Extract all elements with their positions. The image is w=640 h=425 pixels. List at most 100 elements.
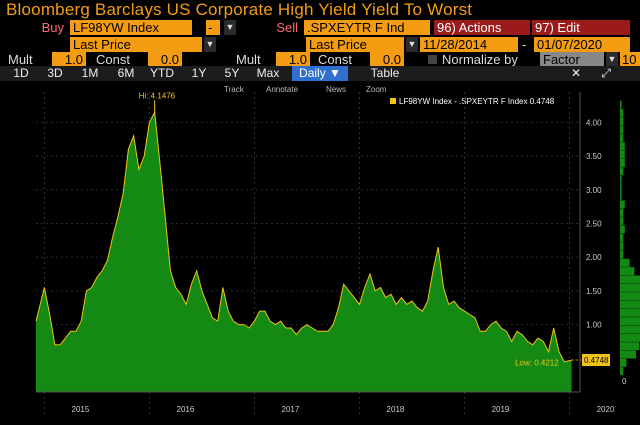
normalize-label: Normalize by: [442, 52, 518, 67]
hist-bar: [620, 233, 624, 242]
hist-bar: [620, 225, 625, 234]
tab-daily[interactable]: Daily ▼: [292, 66, 348, 81]
const2-label: Const: [318, 52, 352, 67]
tab-1y[interactable]: 1Y: [191, 66, 207, 80]
expand-icon[interactable]: ⤢: [601, 66, 611, 80]
edit-button[interactable]: 97) Edit: [532, 20, 630, 35]
x-tick-label: 2015: [72, 405, 90, 414]
hist-zero-label: 0: [622, 377, 627, 386]
tab-1d[interactable]: 1D: [13, 66, 29, 80]
const-field[interactable]: 0.0: [148, 52, 182, 67]
tab-3d[interactable]: 3D: [47, 66, 63, 80]
tab-6m[interactable]: 6M: [117, 66, 135, 80]
y-tick-label: 1.50: [586, 287, 602, 296]
hist-bar: [620, 117, 624, 126]
x-tick-label: 2019: [492, 405, 510, 414]
zoom-tool[interactable]: Zoom: [366, 85, 387, 94]
hi-annotation: Hi: 4.1476: [139, 91, 176, 100]
x-tick-label: 2016: [177, 405, 195, 414]
x-tick-label: 2018: [387, 405, 405, 414]
hist-bar: [620, 108, 624, 117]
buy-ticker-field[interactable]: LF98YW Index: [70, 20, 192, 35]
mult2-field[interactable]: 1.0: [276, 52, 310, 67]
const-label: Const: [96, 52, 130, 67]
y-tick-label: 4.00: [586, 118, 602, 127]
y-tick-label: 1.00: [586, 321, 602, 330]
right-price-field[interactable]: Last Price: [306, 37, 404, 52]
x-tick-label: 2020: [597, 405, 615, 414]
hist-bar: [620, 358, 627, 367]
y-tick-label: 3.00: [586, 186, 602, 195]
y-tick-label: 2.50: [586, 219, 602, 228]
chevron-down-icon[interactable]: ▼: [204, 37, 216, 52]
mult-field[interactable]: 1.0: [52, 52, 86, 67]
x-tick-label: 2017: [282, 405, 300, 414]
track-tool[interactable]: Track: [224, 85, 245, 94]
hist-bar: [620, 150, 625, 159]
low-annotation: Low: 0.4212: [515, 359, 559, 368]
dash-field[interactable]: -: [206, 20, 220, 35]
y-tick-label: 2.00: [586, 253, 602, 262]
end-date-field[interactable]: 01/07/2020: [534, 37, 630, 52]
hist-bar: [620, 283, 640, 292]
tab-1m[interactable]: 1M: [81, 66, 99, 80]
hist-bar: [620, 300, 640, 309]
tab-table[interactable]: Table: [370, 66, 400, 80]
last-price-tag: [582, 353, 610, 366]
annotate-tool[interactable]: Annotate: [266, 85, 299, 94]
security-row: Buy LF98YW Index - ▼ Sell .SPXEYTR F Ind…: [0, 20, 640, 36]
start-date-field[interactable]: 11/28/2014: [420, 37, 518, 52]
tab-5y[interactable]: 5Y: [224, 66, 240, 80]
hist-bar: [620, 317, 640, 326]
hist-bar: [620, 292, 640, 301]
hist-bar: [620, 167, 624, 176]
hist-bar: [620, 308, 640, 317]
hist-bar: [620, 100, 622, 109]
left-price-field[interactable]: Last Price: [70, 37, 202, 52]
hist-bar: [620, 325, 640, 334]
hist-bar: [620, 142, 625, 151]
hist-bar: [620, 200, 625, 209]
hist-bar: [620, 192, 622, 201]
normalize-checkbox[interactable]: [428, 55, 437, 64]
hist-bar: [620, 258, 630, 267]
data-line: [35, 110, 572, 363]
hist-bar: [620, 350, 636, 359]
side-histogram: 0: [620, 100, 640, 386]
hist-bar: [620, 333, 640, 342]
chevron-down-icon[interactable]: ▼: [406, 37, 418, 52]
hist-bar: [620, 267, 635, 276]
buy-label: Buy: [41, 20, 64, 35]
plot-area: 0.4748 Hi: 4.1476 Low: 0.4212: [35, 91, 610, 416]
mult-row: Mult 1.0 Const 0.0 Mult 1.0 Const 0.0 No…: [0, 52, 640, 68]
collapse-icon[interactable]: ✕: [570, 66, 582, 80]
data-area: [36, 112, 572, 392]
chart-toolbar: Track Annotate News Zoom: [224, 85, 387, 94]
y-axis: 4.00 3.50 3.00 2.50 2.00 1.50 1.00: [579, 92, 602, 392]
legend-swatch: [390, 98, 396, 104]
const2-field[interactable]: 0.0: [370, 52, 404, 67]
actions-button[interactable]: 96) Actions: [434, 20, 530, 35]
hist-bar: [620, 158, 625, 167]
x-axis: 2015 2016 2017 2018 2019 2020: [36, 391, 615, 414]
hist-bar: [620, 250, 624, 259]
news-tool[interactable]: News: [326, 85, 346, 94]
hist-bar: [620, 367, 624, 376]
date-separator: -: [522, 37, 527, 52]
hist-bar: [620, 125, 624, 134]
tab-max[interactable]: Max: [256, 66, 280, 80]
chevron-down-icon[interactable]: ▼: [606, 52, 618, 67]
hist-bar: [620, 133, 624, 142]
sell-ticker-field[interactable]: .SPXEYTR F Ind: [304, 20, 430, 35]
factor-select[interactable]: Factor: [540, 52, 604, 67]
factor-value-field[interactable]: 10: [620, 52, 640, 67]
hist-bar: [620, 217, 624, 226]
hist-bar: [620, 342, 640, 351]
mult-label: Mult: [8, 52, 33, 67]
hist-bar: [620, 275, 640, 284]
period-tabs: 1D 3D 1M 6M YTD 1Y 5Y Max Daily ▼ Table …: [0, 66, 640, 81]
legend-label: LF98YW Index - .SPXEYTR F Index 0.4748: [399, 97, 555, 106]
chevron-down-icon[interactable]: ▼: [224, 20, 236, 35]
page-title: Bloomberg Barclays US Corporate High Yie…: [6, 0, 473, 19]
tab-ytd[interactable]: YTD: [150, 66, 174, 80]
